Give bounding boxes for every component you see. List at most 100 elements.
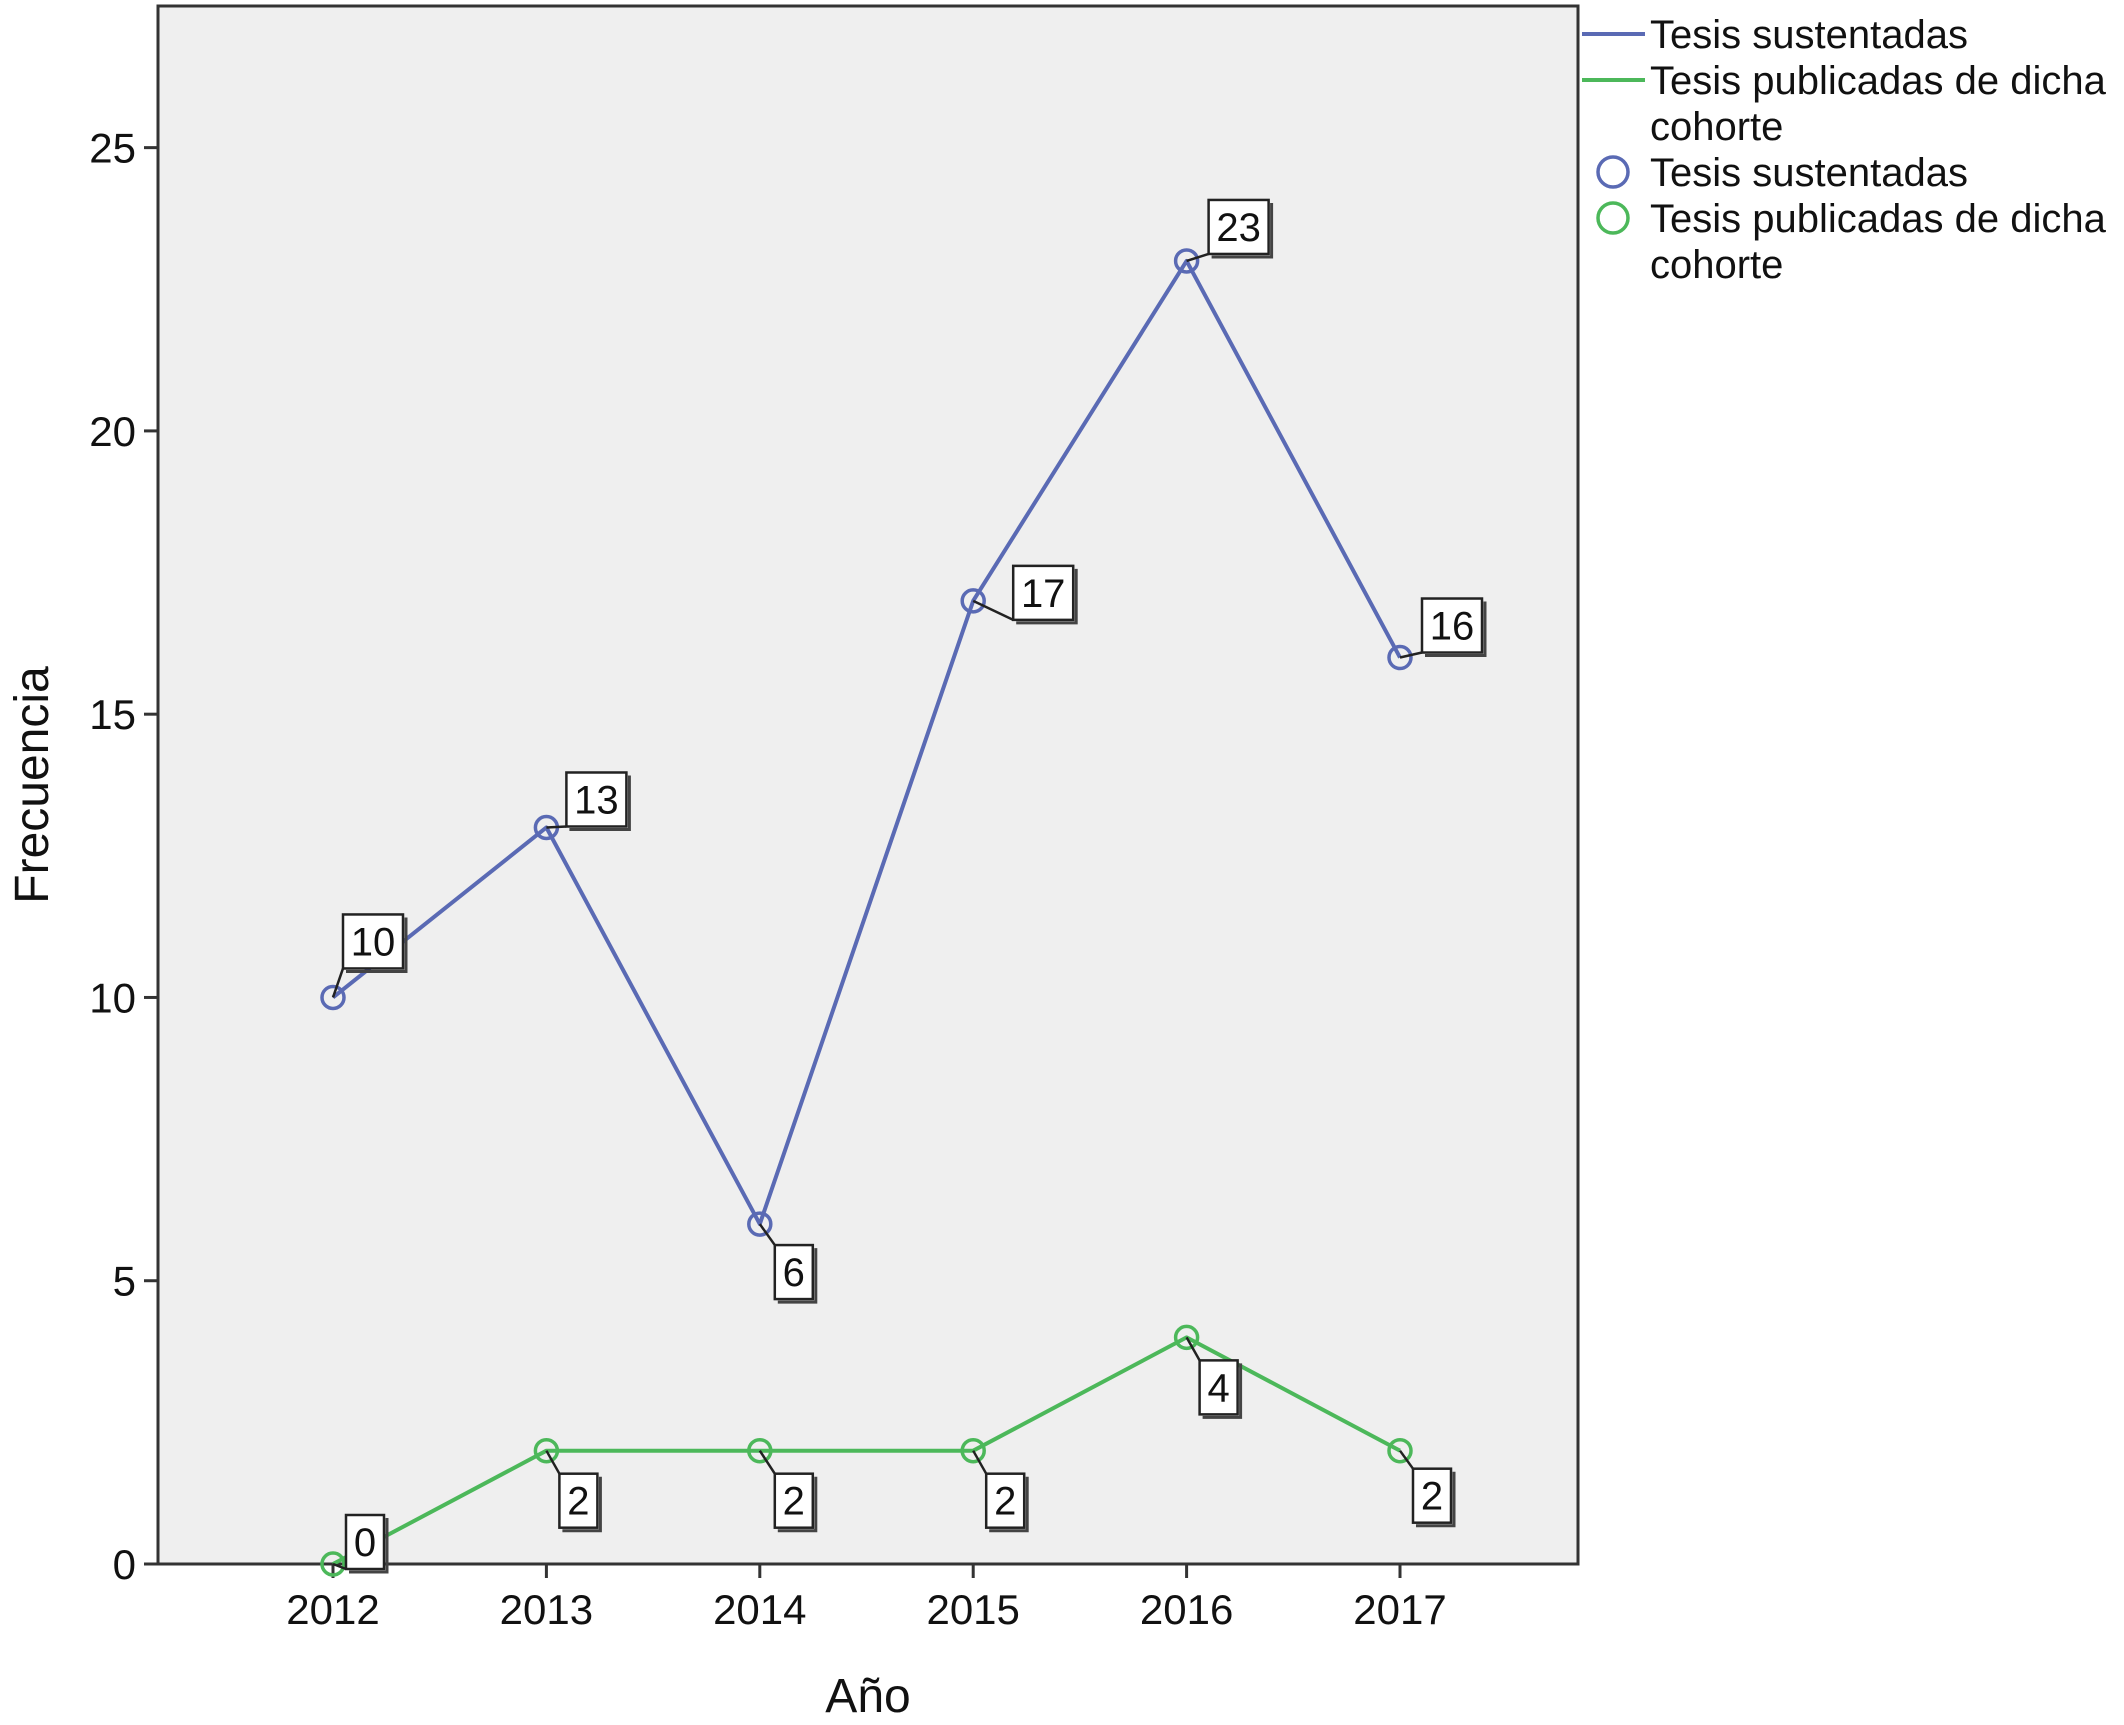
data-label-box [1411, 1467, 1453, 1524]
x-tick-label: 2013 [500, 1586, 593, 1633]
y-axis-title: Frecuencia [6, 666, 59, 904]
data-point [1387, 1437, 1413, 1464]
data-label-leader [1186, 252, 1209, 263]
data-label-leader [758, 1450, 776, 1475]
data-label-shadow [569, 775, 631, 831]
series-line-tesis-sustentadas [331, 258, 1402, 1227]
data-label-leader [1185, 1336, 1201, 1361]
data-label-box [344, 1513, 386, 1571]
data-label: 2 [758, 1450, 818, 1533]
data-label-shadow [1425, 601, 1487, 658]
data-label-shadow [1016, 568, 1078, 625]
data-label: 2 [972, 1450, 1029, 1533]
legend-label: cohorte [1650, 105, 1783, 149]
data-label-shadow [349, 1518, 389, 1574]
data-label: 2 [545, 1450, 602, 1533]
data-label-shadow [777, 1476, 818, 1533]
data-label-box [773, 1472, 815, 1529]
legend-label: Tesis sustentadas [1650, 151, 1968, 195]
plot-area [156, 4, 1580, 1566]
data-label: 4 [1185, 1336, 1243, 1419]
data-label: 23 [1186, 198, 1274, 263]
data-label-leader [1398, 1449, 1415, 1470]
x-tick-label: 2014 [713, 1586, 806, 1633]
data-label-text: 2 [567, 1480, 589, 1524]
data-label-box [1420, 597, 1484, 654]
data-label-box [565, 771, 628, 828]
data-label-box [1011, 564, 1075, 622]
data-label: 17 [972, 564, 1078, 625]
data-point [747, 1437, 773, 1464]
data-label-text: 0 [354, 1521, 376, 1565]
data-label: 2 [1398, 1449, 1456, 1528]
data-label-text: 17 [1021, 572, 1066, 616]
y-tick-label: 15 [89, 691, 136, 738]
data-label-shadow [346, 917, 408, 973]
data-label: 13 [546, 771, 631, 831]
legend-label: Tesis sustentadas [1650, 13, 1968, 57]
y-tick-label: 20 [89, 408, 136, 455]
data-label-shadow [1211, 202, 1274, 259]
x-axis: 2012 2013 2014 2015 2016 2017 [286, 1564, 1447, 1633]
data-point [1173, 248, 1200, 274]
data-label-text: 6 [783, 1251, 805, 1295]
data-label: 0 [332, 1513, 389, 1574]
legend-label: Tesis publicadas de dicha [1650, 197, 2107, 241]
data-label-box [341, 913, 405, 970]
y-tick-label: 0 [113, 1541, 136, 1588]
data-point [320, 1551, 346, 1577]
series-layer [320, 248, 1413, 1577]
data-label-box [1198, 1359, 1239, 1416]
data-point [747, 1211, 773, 1237]
y-tick-label: 25 [89, 125, 136, 172]
data-label-text: 2 [1421, 1475, 1443, 1519]
data-label-shadow [562, 1476, 602, 1533]
y-axis: 0 5 10 15 20 25 [89, 125, 158, 1588]
legend-label: Tesis publicadas de dicha [1650, 59, 2107, 103]
x-tick-label: 2017 [1353, 1586, 1446, 1633]
data-point [533, 1437, 560, 1464]
legend-marker-swatch [1596, 201, 1630, 235]
data-label-leader [972, 1450, 988, 1475]
data-label-leader [332, 1562, 347, 1571]
data-label-text: 16 [1430, 605, 1475, 649]
data-point [960, 588, 986, 614]
x-tick-label: 2016 [1140, 1586, 1233, 1633]
data-label: 16 [1399, 597, 1487, 659]
legend-marker-swatch [1596, 155, 1630, 189]
data-label-box [1207, 198, 1270, 256]
data-label-text: 2 [783, 1480, 805, 1524]
legend-label: cohorte [1650, 243, 1783, 287]
data-label-text: 2 [994, 1480, 1016, 1524]
data-labels: 10 13 6 17 23 16 0 2 2 2 4 2 [331, 198, 1487, 1574]
data-label-leader [546, 825, 567, 829]
data-label-leader [1399, 651, 1423, 659]
data-label-text: 10 [351, 920, 396, 964]
x-tick-label: 2015 [926, 1586, 1019, 1633]
data-label-box [773, 1243, 815, 1301]
data-point [1387, 644, 1413, 671]
data-label-leader [972, 599, 1014, 622]
data-label-leader [545, 1450, 561, 1475]
y-tick-label: 10 [89, 974, 136, 1021]
data-label-box [984, 1472, 1026, 1529]
data-label-shadow [777, 1248, 818, 1304]
data-label: 10 [331, 913, 408, 998]
data-label-leader [331, 968, 345, 998]
data-point [960, 1437, 986, 1464]
data-label-shadow [1416, 1471, 1456, 1528]
data-label-shadow [989, 1476, 1029, 1533]
data-label-text: 4 [1207, 1366, 1229, 1410]
data-label-box [558, 1472, 599, 1529]
data-label: 6 [758, 1223, 818, 1304]
x-axis-title: Año [825, 1670, 910, 1723]
data-label-shadow [1202, 1363, 1243, 1419]
y-tick-label: 5 [113, 1258, 136, 1305]
x-tick-label: 2012 [286, 1586, 379, 1633]
data-point [1173, 1324, 1200, 1351]
data-label-text: 13 [574, 778, 619, 822]
data-label-text: 23 [1216, 206, 1261, 250]
series-line-tesis-publicadas-de-dicha-cohorte [332, 1335, 1401, 1566]
